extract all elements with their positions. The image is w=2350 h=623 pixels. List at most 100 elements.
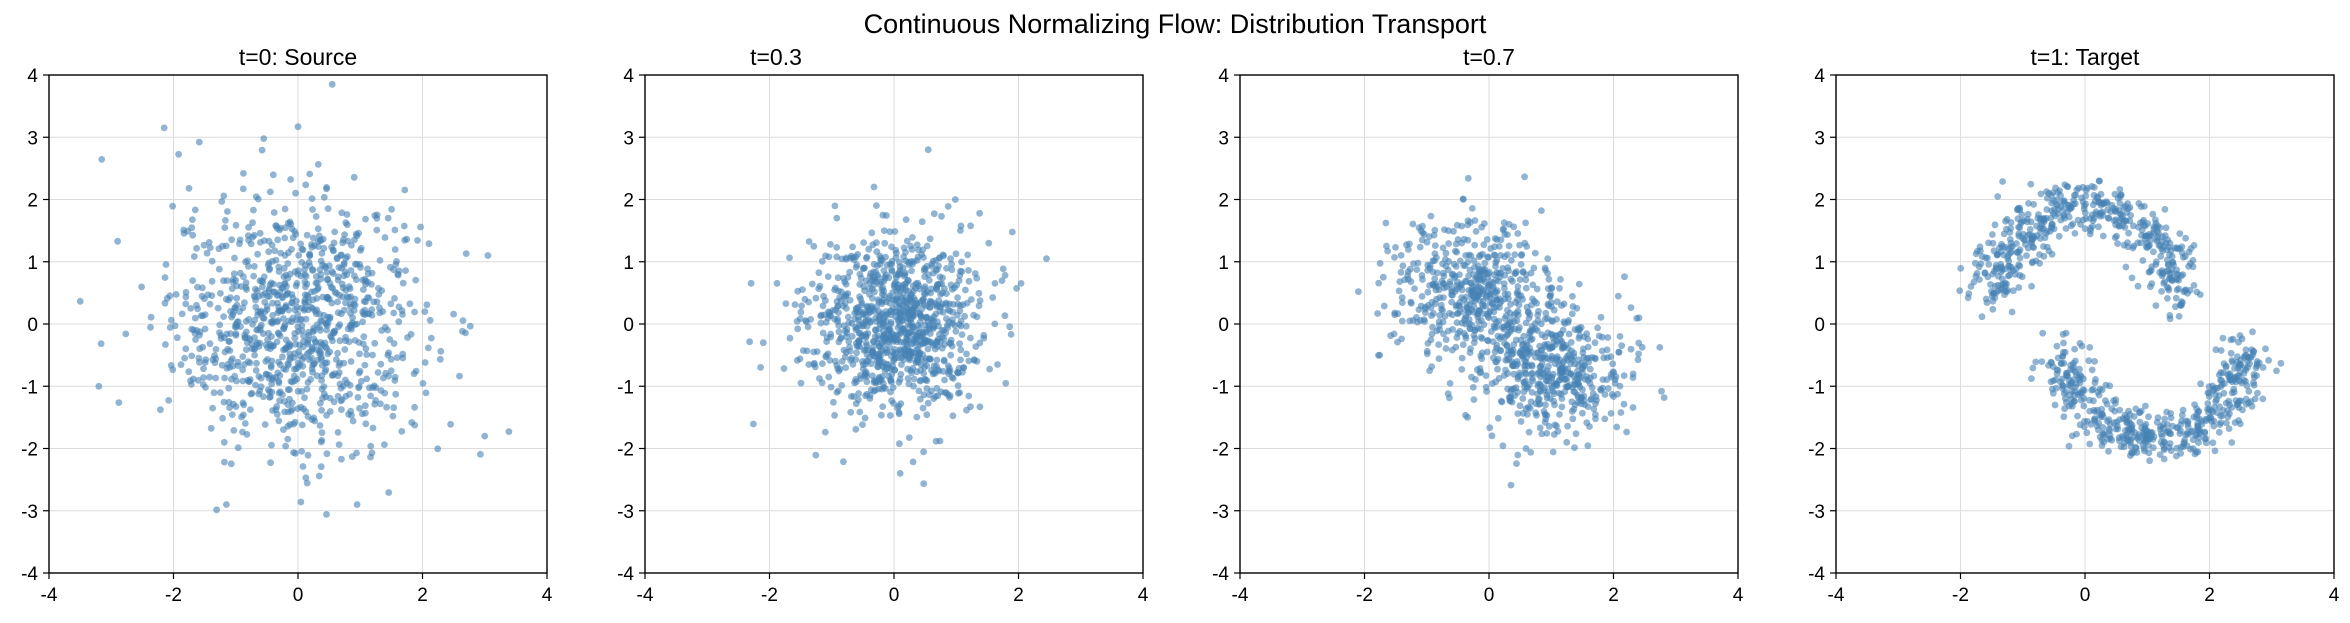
scatter-point: [1534, 311, 1542, 319]
scatter-point: [886, 299, 894, 307]
scatter-point: [266, 393, 274, 401]
scatter-point: [2100, 438, 2108, 446]
scatter-point: [1522, 445, 1530, 452]
scatter-point: [991, 320, 999, 328]
scatter-point: [385, 489, 393, 496]
scatter-point: [1499, 265, 1507, 272]
scatter-point: [2234, 364, 2242, 372]
scatter-point: [948, 260, 955, 268]
scatter-point: [976, 297, 984, 304]
scatter-point: [185, 184, 193, 192]
scatter-point: [1546, 345, 1554, 353]
scatter-point: [230, 427, 238, 434]
grid: [1239, 74, 1739, 574]
scatter-point: [2026, 226, 2034, 233]
scatter-point: [1522, 219, 1529, 227]
scatter-point: [1564, 383, 1571, 391]
scatter-point: [1656, 344, 1664, 351]
scatter-point: [965, 267, 972, 274]
scatter-point: [384, 214, 392, 222]
scatter-point: [994, 361, 1001, 368]
scatter-point: [1558, 302, 1565, 309]
scatter-point: [948, 342, 956, 350]
scatter-point: [363, 351, 370, 358]
scatter-point: [2028, 259, 2036, 267]
panel-title: t=0.7: [1463, 44, 1515, 70]
scatter-point: [254, 250, 261, 258]
scatter-point: [240, 273, 247, 281]
scatter-point: [942, 299, 950, 307]
scatter-point: [292, 340, 299, 348]
scatter-point: [1538, 331, 1546, 339]
scatter-point: [292, 449, 299, 457]
scatter-point: [1549, 354, 1556, 362]
scatter-point: [1446, 394, 1453, 402]
scatter-point: [1552, 332, 1560, 340]
scatter-point: [896, 470, 904, 477]
scatter-point: [1017, 280, 1025, 287]
scatter-point: [268, 441, 275, 449]
scatter-point: [972, 343, 980, 350]
x-tick-label: 4: [1733, 585, 1744, 606]
scatter-point: [2242, 377, 2249, 385]
scatter-point: [393, 354, 401, 361]
scatter-point: [947, 255, 954, 263]
scatter-point: [2013, 240, 2020, 247]
scatter-point: [268, 380, 276, 388]
y-tick-label: -1: [1808, 377, 1825, 398]
scatter-point: [2060, 348, 2067, 356]
scatter-point: [780, 365, 788, 372]
scatter-point: [340, 272, 348, 280]
scatter-point: [2139, 218, 2147, 226]
scatter-point: [1469, 292, 1477, 299]
scatter-point: [2013, 249, 2021, 256]
scatter-point: [2067, 382, 2074, 390]
scatter-point: [1476, 276, 1484, 283]
scatter-point: [940, 356, 948, 364]
scatter-point: [903, 340, 911, 348]
scatter-point: [954, 368, 961, 376]
scatter-point: [1568, 310, 1576, 318]
scatter-point: [392, 390, 400, 398]
scatter-point: [353, 501, 361, 508]
scatter-point: [318, 250, 326, 257]
scatter-point: [304, 379, 312, 386]
scatter-point: [897, 370, 905, 378]
scatter-point: [1557, 276, 1564, 283]
scatter-point: [943, 265, 950, 272]
scatter-point: [308, 243, 316, 251]
scatter-point: [853, 349, 860, 357]
scatter-point: [1499, 442, 1507, 450]
scatter-point: [221, 224, 229, 232]
scatter-point: [269, 311, 277, 319]
scatter-point: [1627, 345, 1635, 353]
scatter-point: [1430, 231, 1438, 239]
scatter-point: [1548, 284, 1556, 292]
scatter-point: [187, 377, 194, 385]
scatter-point: [930, 210, 938, 218]
scatter-point: [847, 408, 855, 416]
scatter-point: [1465, 272, 1472, 280]
scatter-point: [201, 325, 209, 333]
scatter-point: [245, 262, 252, 270]
scatter-point: [2145, 449, 2153, 457]
scatter-point: [986, 365, 993, 373]
scatter-point: [2147, 429, 2155, 436]
scatter-point: [2160, 455, 2168, 463]
scatter-point: [1445, 258, 1453, 265]
scatter-point: [916, 318, 924, 326]
scatter-point: [1461, 262, 1469, 269]
scatter-point: [163, 294, 171, 302]
scatter-point: [956, 340, 963, 348]
scatter-point: [349, 314, 356, 322]
scatter-point: [1528, 348, 1535, 356]
scatter-point: [1537, 362, 1545, 370]
scatter-point: [2193, 288, 2201, 296]
scatter-point: [2072, 191, 2080, 199]
scatter-point: [2146, 457, 2154, 465]
scatter-point: [863, 390, 871, 398]
scatter-point: [227, 460, 235, 468]
scatter-point: [1440, 280, 1447, 287]
scatter-point: [931, 345, 939, 353]
scatter-point: [2139, 257, 2147, 264]
